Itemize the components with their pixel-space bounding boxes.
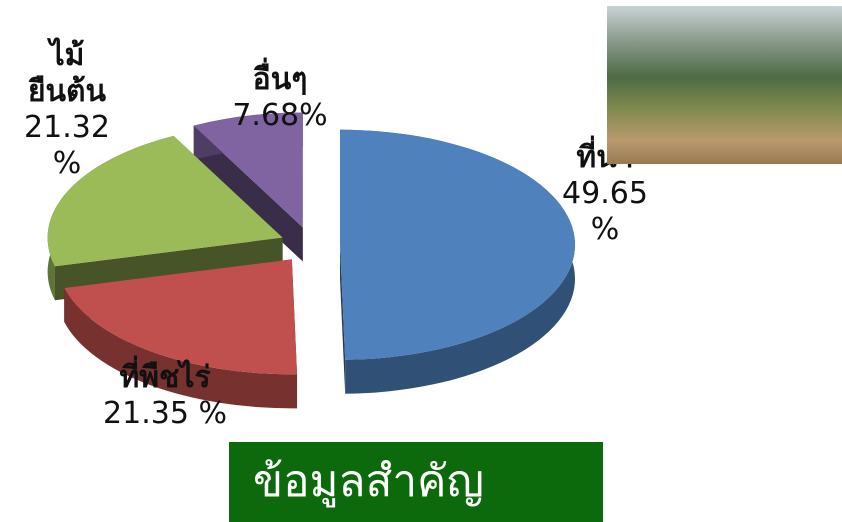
slice-label: อื่นๆ 7.68%: [215, 62, 345, 134]
pie-slice: [64, 259, 298, 375]
landscape-photo: [607, 6, 842, 164]
category-label: ไม้ยืนต้น: [27, 38, 107, 109]
value-label: 7.68%: [232, 98, 328, 133]
value-label: 21.35 %: [103, 396, 227, 431]
slice-wall: [193, 125, 303, 262]
pie-slice: [193, 112, 303, 228]
value-label: 21.32 %: [24, 110, 110, 181]
slice-label: ไม้ยืนต้น 21.32 %: [12, 38, 122, 182]
category-label: อื่นๆ: [252, 62, 308, 97]
pie-slice: [47, 135, 283, 267]
banner: ข้อมูลสำคัญ: [229, 442, 603, 522]
slice-label: ที่พืชไร่ 21.35 %: [100, 360, 230, 432]
pie-slice: [339, 129, 575, 360]
slice-side: [64, 287, 298, 409]
value-label: 49.65 %: [562, 176, 648, 247]
slice-wall: [339, 244, 346, 394]
category-label: ที่พืชไร่: [119, 360, 211, 395]
